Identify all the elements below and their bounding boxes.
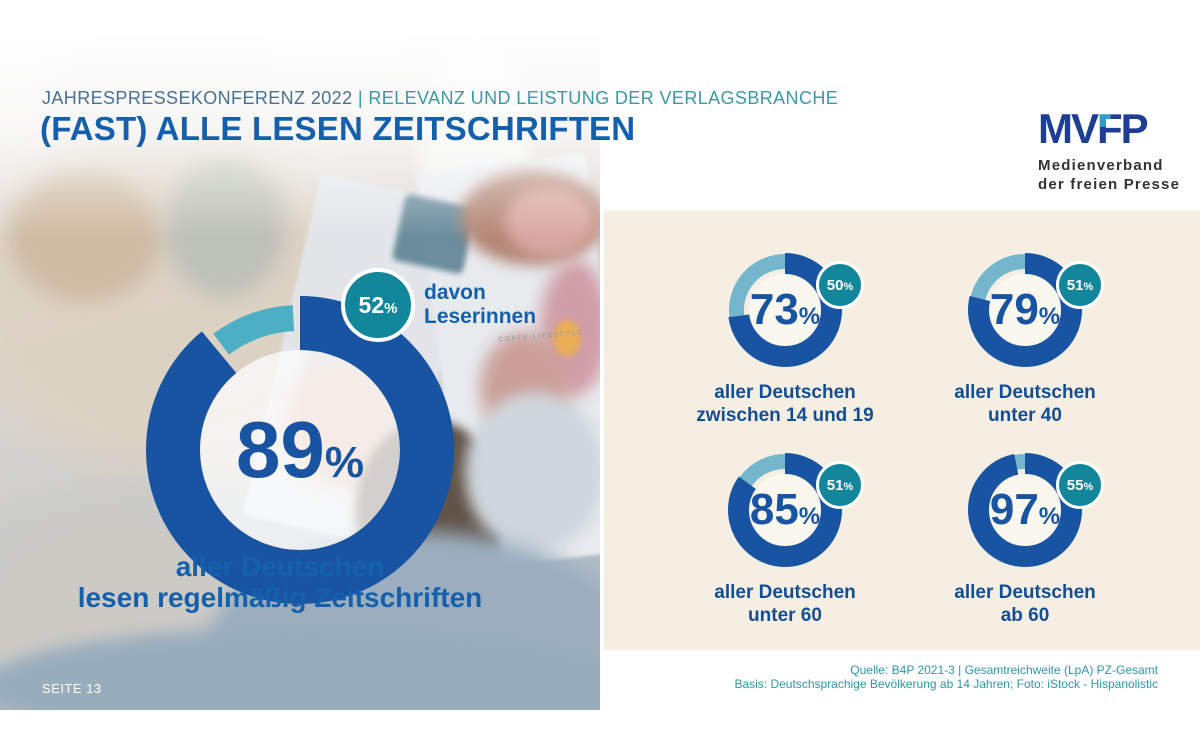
page-title: (FAST) ALLE LESEN ZEITSCHRIFTEN [40, 110, 636, 147]
badge-main-caption: davon Leserinnen [424, 281, 537, 328]
photo-blob [465, 392, 600, 552]
badge-main: 52% [341, 268, 415, 342]
donut-chart-main [146, 296, 454, 604]
source-note: Quelle: B4P 2021-3 | Gesamtreichweite (L… [734, 663, 1158, 691]
donut-value-unter-60: 85% [749, 485, 821, 534]
photo-blob [0, 627, 600, 710]
donut-chart-unter-40 [968, 253, 1082, 367]
badge-unter-40: 51% [1056, 261, 1104, 309]
kicker: JAHRESPRESSEKONFERENZ 2022 | RELEVANZ UN… [42, 88, 838, 109]
donut-label-14-19: aller Deutschen zwischen 14 und 19 [696, 382, 874, 426]
donut-chart-ab-60 [968, 453, 1082, 567]
donut-label-unter-40: aller Deutschen unter 40 [954, 382, 1096, 426]
kicker-main: JAHRESPRESSEKONFERENZ 2022 [42, 88, 353, 108]
kicker-sub: RELEVANZ UND LEISTUNG DER VERLAGSBRANCHE [368, 88, 839, 108]
donut-chart-14-19 [728, 253, 842, 367]
mvfp-logo: MVF F P Medienverband der freien Presse [1038, 108, 1180, 194]
donut-value-ab-60: 97% [989, 485, 1061, 534]
donut-value-unter-40: 79% [989, 285, 1061, 334]
logo-subtitle: Medienverband der freien Presse [1038, 157, 1181, 193]
donut-main-label: aller Deutschen lesen regelmäßig Zeitsch… [77, 551, 483, 613]
lifestyle-photo: COFFE LIFESTYLE [0, 37, 600, 710]
badge-14-19: 50% [816, 261, 864, 309]
donut-label-ab-60: aller Deutschen ab 60 [954, 582, 1096, 626]
photo-header-fade [0, 37, 600, 237]
badge-unter-60: 51% [816, 461, 864, 509]
page-number: SEITE 13 [42, 681, 102, 696]
photo-blob [553, 320, 581, 356]
donut-value-14-19: 73% [749, 285, 821, 334]
donut-chart-unter-60 [728, 453, 842, 567]
donut-label-unter-60: aller Deutschen unter 60 [714, 582, 856, 626]
logo-f-teal-accent: F [1097, 105, 1121, 152]
badge-ab-60: 55% [1056, 461, 1104, 509]
kicker-divider: | [357, 88, 363, 108]
donut-main-value: 89% [235, 405, 365, 494]
mvfp-wordmark: MVF F P [1038, 105, 1149, 152]
